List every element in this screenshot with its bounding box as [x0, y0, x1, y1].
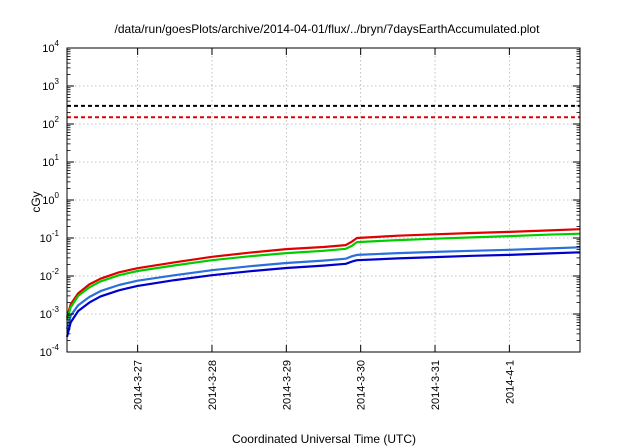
axis-ticks	[67, 47, 580, 353]
x-tick-label: 2014-3-31	[430, 360, 442, 410]
y-tick-base: 10	[40, 271, 52, 283]
y-tick-base: 10	[42, 119, 54, 131]
y-tick-label: 102	[42, 115, 59, 131]
y-tick-base: 10	[42, 81, 54, 93]
y-tick-label: 100	[42, 191, 59, 207]
y-tick-exponent: 3	[55, 77, 60, 86]
x-tick-label: 2014-4-1	[504, 360, 516, 404]
x-tick-labels: 2014-3-27 2014-3-28 2014-3-29 2014-3-30 2014…	[133, 360, 517, 410]
x-tick-label: 2014-3-27	[133, 360, 145, 410]
x-tick-label: 2014-3-28	[207, 360, 219, 410]
y-tick-exponent: 2	[55, 115, 60, 124]
y-axis-label: cGy	[29, 191, 43, 212]
x-tick-label: 2014-3-30	[356, 360, 368, 410]
x-axis-label: Coordinated Universal Time (UTC)	[232, 432, 416, 446]
y-tick-label: 103	[42, 77, 59, 93]
chart-title: /data/run/goesPlots/archive/2014-04-01/f…	[115, 22, 541, 36]
y-tick-exponent: 0	[55, 191, 60, 200]
y-tick-label: 10-1	[40, 229, 60, 245]
y-tick-label: 10-3	[40, 305, 60, 321]
y-tick-label: 10-4	[40, 343, 60, 359]
y-tick-exponent: -1	[52, 229, 60, 238]
y-tick-base: 10	[40, 347, 52, 359]
y-tick-exponent: 1	[55, 153, 60, 162]
grid	[67, 48, 580, 352]
y-tick-label: 101	[42, 153, 59, 169]
series-line	[65, 228, 581, 318]
y-tick-exponent: 4	[55, 39, 60, 48]
x-tick-label: 2014-3-29	[281, 360, 293, 410]
y-tick-label: 104	[42, 39, 59, 55]
y-tick-base: 10	[42, 195, 54, 207]
series-lines	[65, 228, 581, 338]
series-line	[65, 232, 581, 321]
reference-lines	[67, 104, 580, 119]
y-tick-label: 10-2	[40, 267, 60, 283]
y-tick-base: 10	[40, 233, 52, 245]
y-tick-base: 10	[42, 43, 54, 55]
y-tick-exponent: -4	[52, 343, 60, 352]
series-line	[65, 251, 581, 338]
y-tick-exponent: -3	[52, 305, 60, 314]
y-tick-base: 10	[40, 309, 52, 321]
series-line	[65, 246, 581, 330]
y-tick-exponent: -2	[52, 267, 60, 276]
y-tick-base: 10	[42, 157, 54, 169]
